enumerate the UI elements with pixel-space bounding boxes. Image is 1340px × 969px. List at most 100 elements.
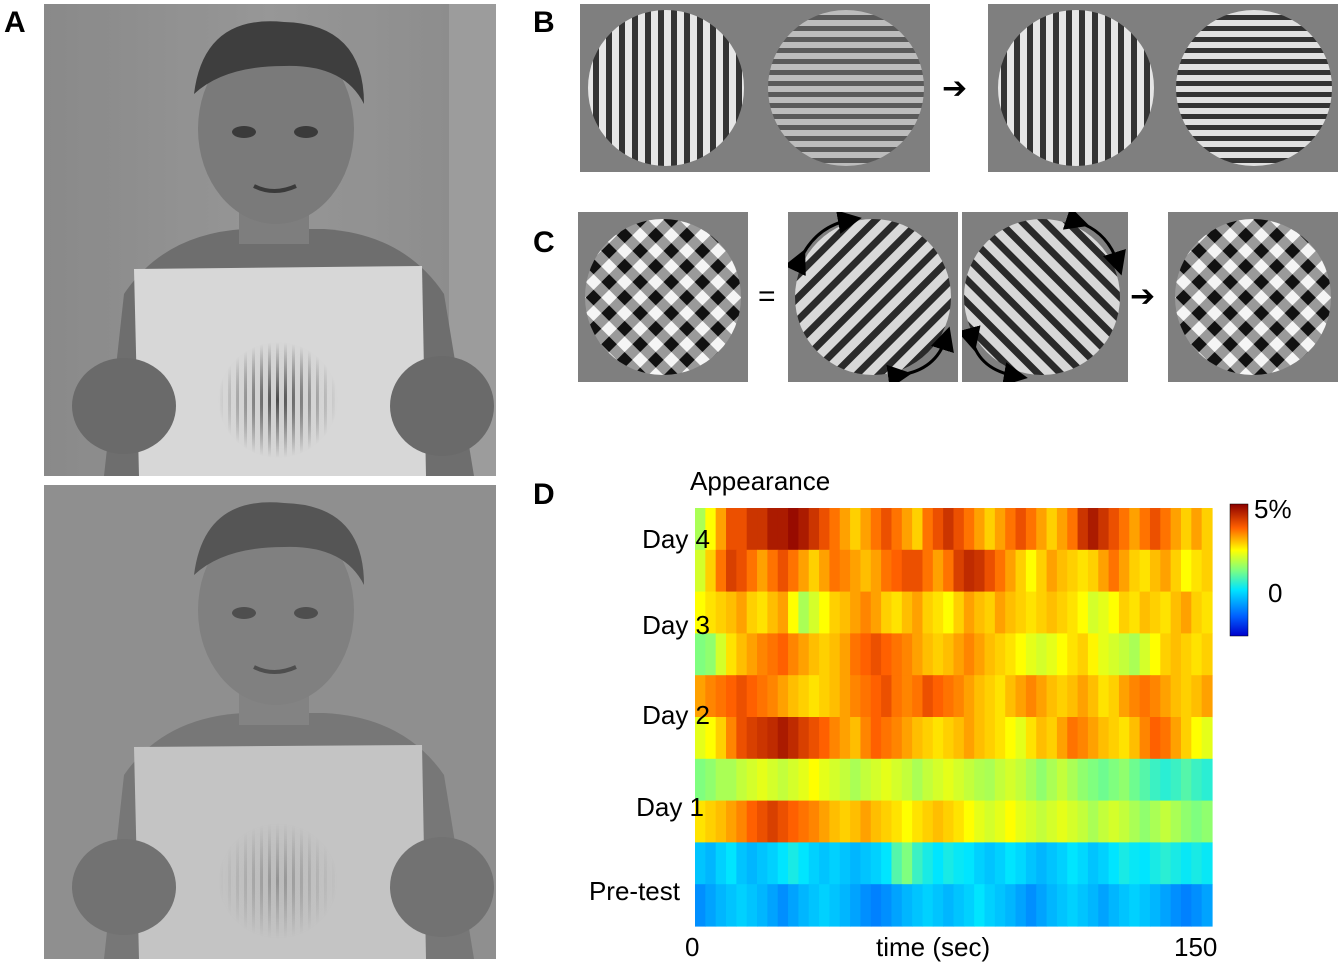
heatmap-cell: [870, 633, 882, 676]
heatmap-cell: [1036, 508, 1048, 551]
heatmap-cell: [1098, 591, 1110, 634]
heatmap-cell: [1036, 884, 1048, 927]
heatmap-cell: [788, 633, 799, 676]
heatmap-cell: [839, 884, 851, 927]
heatmap-cell: [1067, 800, 1079, 843]
row-label-pretest: Pre-test: [588, 876, 680, 906]
heatmap-cell: [746, 800, 758, 843]
heatmap-cell: [726, 884, 737, 927]
heatmap-cell: [1015, 591, 1027, 634]
heatmap-cell: [715, 800, 727, 843]
heatmap-cell: [736, 800, 748, 843]
heatmap-cell: [1067, 508, 1079, 551]
heatmap-cell: [850, 633, 862, 676]
heatmap-cell: [1160, 549, 1172, 593]
heatmap-cell: [798, 633, 810, 676]
heatmap-cell: [953, 717, 965, 760]
heatmap-cell: [943, 800, 955, 843]
heatmap-cell: [1098, 675, 1110, 718]
heatmap-cell: [953, 758, 965, 802]
heatmap-cell: [1046, 842, 1058, 885]
heatmap-cell: [1108, 717, 1120, 760]
heatmap-cell: [1180, 508, 1192, 551]
heatmap-cell: [881, 633, 893, 676]
panel-label-a: A: [4, 6, 26, 39]
heatmap-cell: [984, 842, 996, 885]
heatmap-cell: [1025, 842, 1037, 885]
heatmap-cell: [1118, 842, 1130, 885]
heatmap-cell: [819, 591, 831, 634]
heatmap-cell: [695, 549, 706, 593]
heatmap-cell: [788, 884, 799, 927]
heatmap-cell: [746, 508, 758, 551]
heatmap-cell: [1180, 633, 1192, 676]
heatmap-cell: [901, 675, 913, 718]
x-tick-150: 150: [1174, 932, 1218, 962]
heatmap-cell: [1160, 800, 1172, 843]
heatmap-cell: [829, 591, 841, 634]
heatmap-cell: [943, 549, 955, 593]
heatmap-cell: [994, 508, 1006, 551]
heatmap-cell: [808, 633, 820, 676]
heatmap-cell: [891, 842, 903, 885]
heatmap-cell: [912, 591, 924, 634]
heatmap-cell: [901, 800, 913, 843]
heatmap-cell: [870, 508, 882, 551]
heatmap-cell: [974, 549, 986, 593]
heatmap-cell: [1015, 549, 1027, 593]
heatmap-cell: [1087, 884, 1099, 927]
x-axis-label: time (sec): [876, 932, 991, 962]
heatmap-cell: [1098, 758, 1110, 802]
heatmap-cell: [1160, 842, 1172, 885]
heatmap-cell: [767, 884, 779, 927]
heatmap-cell: [788, 508, 799, 551]
heatmap-cell: [1056, 549, 1068, 593]
heatmap-cell: [943, 717, 955, 760]
heatmap-cell: [726, 508, 737, 551]
heatmap-cell: [726, 842, 737, 885]
heatmap-cell: [1108, 508, 1120, 551]
heatmap-cell: [788, 842, 799, 885]
heatmap-cell: [994, 884, 1006, 927]
heatmap-cell: [777, 758, 789, 802]
heatmap-cell: [726, 549, 737, 593]
chart-title: Appearance: [690, 466, 831, 496]
heatmap-cell: [808, 675, 820, 718]
heatmap-cell: [695, 675, 706, 718]
heatmap-cell: [746, 675, 758, 718]
heatmap-cell: [1036, 758, 1048, 802]
heatmap-cell: [715, 758, 727, 802]
heatmap-cell: [1015, 842, 1027, 885]
heatmap-cell: [767, 675, 779, 718]
heatmap-cell: [922, 633, 934, 676]
heatmap-cell: [943, 591, 955, 634]
heatmap-cell: [746, 884, 758, 927]
heatmap-cell: [943, 884, 955, 927]
heatmap-cell: [1129, 758, 1141, 802]
heatmap-cell: [1067, 675, 1079, 718]
heatmap-cell: [1077, 675, 1089, 718]
heatmap-cell: [798, 675, 810, 718]
heatmap-cell: [829, 675, 841, 718]
heatmap-cell: [1139, 842, 1151, 885]
heatmap-cell: [922, 758, 934, 802]
heatmap-cell: [829, 800, 841, 843]
heatmap-cell: [860, 508, 872, 551]
heatmap-cell: [1087, 675, 1099, 718]
heatmap-cell: [1118, 717, 1130, 760]
heatmap-cell: [788, 758, 799, 802]
heatmap-cell: [943, 758, 955, 802]
heatmap-cell: [798, 591, 810, 634]
heatmap-cell: [798, 717, 810, 760]
heatmap-cell: [1160, 633, 1172, 676]
heatmap-cell: [736, 758, 748, 802]
heatmap-cell: [1201, 508, 1213, 551]
heatmap-cell: [1139, 549, 1151, 593]
heatmap-cell: [1139, 717, 1151, 760]
heatmap-cell: [757, 717, 768, 760]
heatmap-cell: [901, 717, 913, 760]
heatmap-cell: [1025, 508, 1037, 551]
heatmap-cell: [757, 675, 768, 718]
heatmap-cell: [726, 591, 737, 634]
heatmap-cell: [1160, 508, 1172, 551]
